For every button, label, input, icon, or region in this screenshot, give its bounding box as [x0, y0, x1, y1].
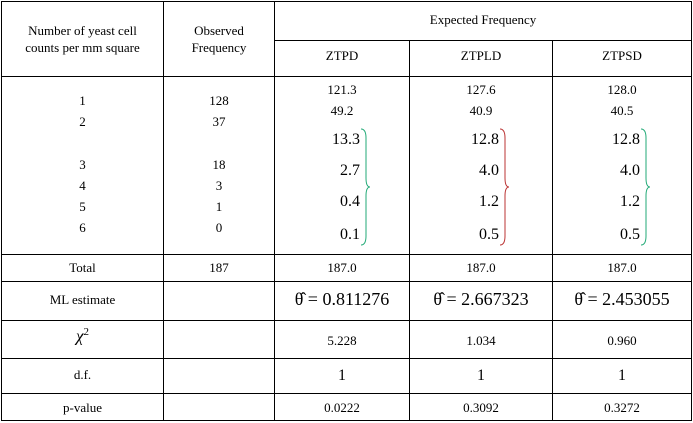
header-observed-line2: Frequency	[191, 40, 247, 55]
ml-label: ML estimate	[49, 292, 116, 307]
ml-estimate-cell: θ̂ = 2.453055	[574, 289, 670, 309]
header-expected: Expected Frequency	[429, 12, 537, 27]
chi-sup: 2	[83, 326, 89, 338]
chi-label: χ2	[2, 326, 163, 347]
ml-estimate-cell: θ̂ = 0.811276	[294, 289, 390, 309]
chi-symbol: χ	[76, 326, 84, 346]
count-cell: 4	[79, 178, 86, 193]
count-cell: 5	[79, 199, 86, 214]
observed-cell: 1	[215, 199, 223, 214]
ml-estimate-cell: θ̂ = 2.667323	[433, 289, 529, 309]
expected-cell: 128.0	[607, 82, 637, 97]
p-value-cell: 0.0222	[324, 400, 360, 415]
header-counts-line2: counts per mm square	[25, 40, 140, 55]
header-ztpld: ZTPLD	[460, 48, 502, 63]
count-cell: 2	[79, 114, 86, 129]
expected-grouped-cell: 2.7	[340, 162, 360, 179]
df-cell: 1	[477, 367, 485, 384]
grouping-brace	[499, 128, 510, 250]
header-ztpd: ZTPD	[325, 48, 359, 63]
expected-cell: 40.9	[469, 103, 493, 118]
df-cell: 1	[618, 367, 626, 384]
header-ztpsd: ZTPSD	[602, 48, 642, 63]
chi-square-cell: 0.960	[607, 333, 637, 348]
expected-cell: 49.2	[330, 103, 354, 118]
chi-square-cell: 1.034	[466, 333, 496, 348]
p-value-cell: 0.3092	[463, 400, 499, 415]
expected-grouped-cell: 0.4	[340, 193, 360, 210]
expected-grouped-cell: 4.0	[620, 162, 640, 179]
df-label: d.f.	[73, 367, 92, 382]
expected-grouped-cell: 0.5	[479, 226, 499, 243]
observed-cell: 18	[212, 157, 226, 172]
total-observed: 187	[209, 260, 229, 275]
expected-grouped-cell: 0.1	[340, 226, 360, 243]
p-label: p-value	[63, 400, 102, 415]
total-cell: 187.0	[466, 260, 496, 275]
expected-grouped-cell: 1.2	[479, 193, 499, 210]
total-cell: 187.0	[607, 260, 637, 275]
observed-cell: 0	[215, 220, 223, 235]
expected-cell: 127.6	[466, 82, 496, 97]
chi-square-cell: 5.228	[327, 333, 357, 348]
header-observed-line1: Observed	[194, 23, 244, 38]
expected-cell: 40.5	[610, 103, 634, 118]
observed-cell: 37	[212, 114, 226, 129]
expected-grouped-cell: 0.5	[620, 226, 640, 243]
expected-cell: 121.3	[327, 82, 357, 97]
total-cell: 187.0	[327, 260, 357, 275]
observed-cell: 128	[209, 93, 229, 108]
p-value-cell: 0.3272	[604, 400, 640, 415]
observed-cell: 3	[215, 178, 223, 193]
expected-grouped-cell: 13.3	[332, 131, 360, 148]
total-label: Total	[69, 260, 96, 275]
expected-grouped-cell: 12.8	[612, 131, 640, 148]
grouping-brace	[640, 128, 651, 250]
df-cell: 1	[338, 367, 346, 384]
count-cell: 1	[79, 93, 86, 108]
grouping-brace	[360, 128, 371, 250]
header-counts-line1: Number of yeast cell	[28, 23, 137, 38]
count-cell: 6	[79, 220, 86, 235]
expected-grouped-cell: 12.8	[471, 131, 499, 148]
count-cell: 3	[79, 157, 86, 172]
expected-grouped-cell: 1.2	[620, 193, 640, 210]
expected-grouped-cell: 4.0	[479, 162, 499, 179]
